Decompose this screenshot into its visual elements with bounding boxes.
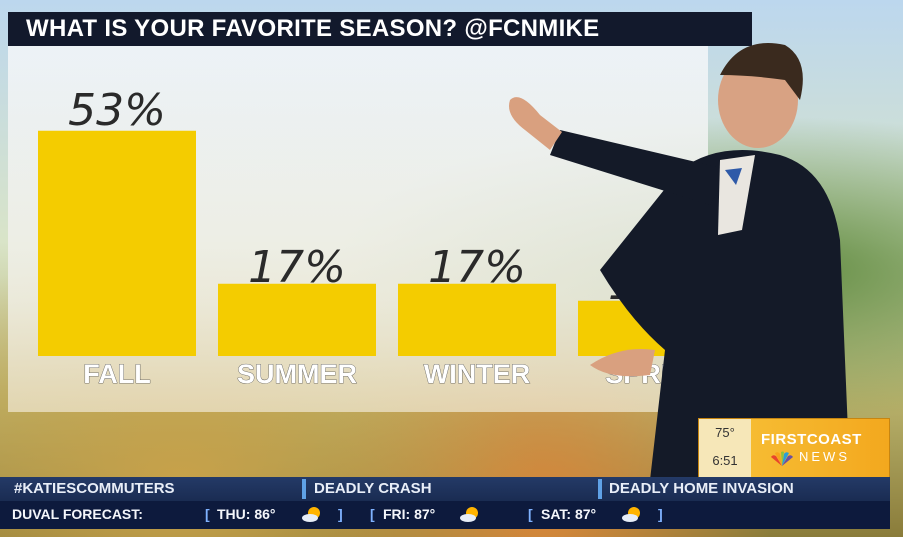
partly-sunny-icon: [622, 507, 640, 522]
station-brand-bottom: NEWS: [799, 449, 850, 464]
poll-title: WHAT IS YOUR FAVORITE SEASON? @FCNMIKE: [8, 12, 752, 46]
value-label: 17%: [248, 242, 346, 293]
value-label: 53%: [68, 85, 166, 136]
ticker-separator: [302, 479, 306, 499]
station-bug: 75° 6:51 FIRSTCOAST NEWS: [698, 418, 890, 478]
category-label: SUMMER: [237, 359, 357, 389]
ticker-item: #KATIESCOMMUTERS: [14, 480, 175, 497]
value-label: 17%: [428, 242, 526, 293]
forecast-day: SAT: 87°: [541, 506, 597, 522]
bar-winter: [398, 283, 556, 356]
ticker-separator: [598, 479, 602, 499]
current-temp: 75°: [715, 425, 735, 440]
presenter-figure: [509, 43, 850, 480]
forecast-ticker: DUVAL FORECAST: [ THU: 86° ] [ FRI: 87° …: [0, 501, 890, 529]
ticker-item: DEADLY CRASH: [314, 480, 432, 497]
nbc-peacock-icon: [771, 451, 793, 466]
category-label: WINTER: [424, 359, 530, 389]
forecast-label: DUVAL FORECAST:: [12, 506, 143, 522]
bar-summer: [218, 283, 376, 356]
category-label: FALL: [83, 359, 151, 389]
headline-ticker: #KATIESCOMMUTERS DEADLY CRASH DEADLY HOM…: [0, 477, 890, 501]
bracket-open: [: [370, 506, 375, 522]
partly-sunny-icon: [302, 507, 320, 522]
bracket-open: [: [528, 506, 533, 522]
ticker-item: DEADLY HOME INVASION: [609, 480, 794, 497]
station-brand-top: FIRSTCOAST: [761, 431, 862, 448]
forecast-day: FRI: 87°: [383, 506, 436, 522]
bracket-close: ]: [658, 506, 663, 522]
current-time: 6:51: [712, 453, 738, 468]
bug-info-panel: 75° 6:51: [699, 419, 751, 477]
bracket-close: ]: [338, 506, 343, 522]
partly-sunny-icon: [460, 507, 478, 522]
bar-fall: [38, 130, 196, 356]
bracket-open: [: [205, 506, 210, 522]
forecast-day: THU: 86°: [217, 506, 276, 522]
